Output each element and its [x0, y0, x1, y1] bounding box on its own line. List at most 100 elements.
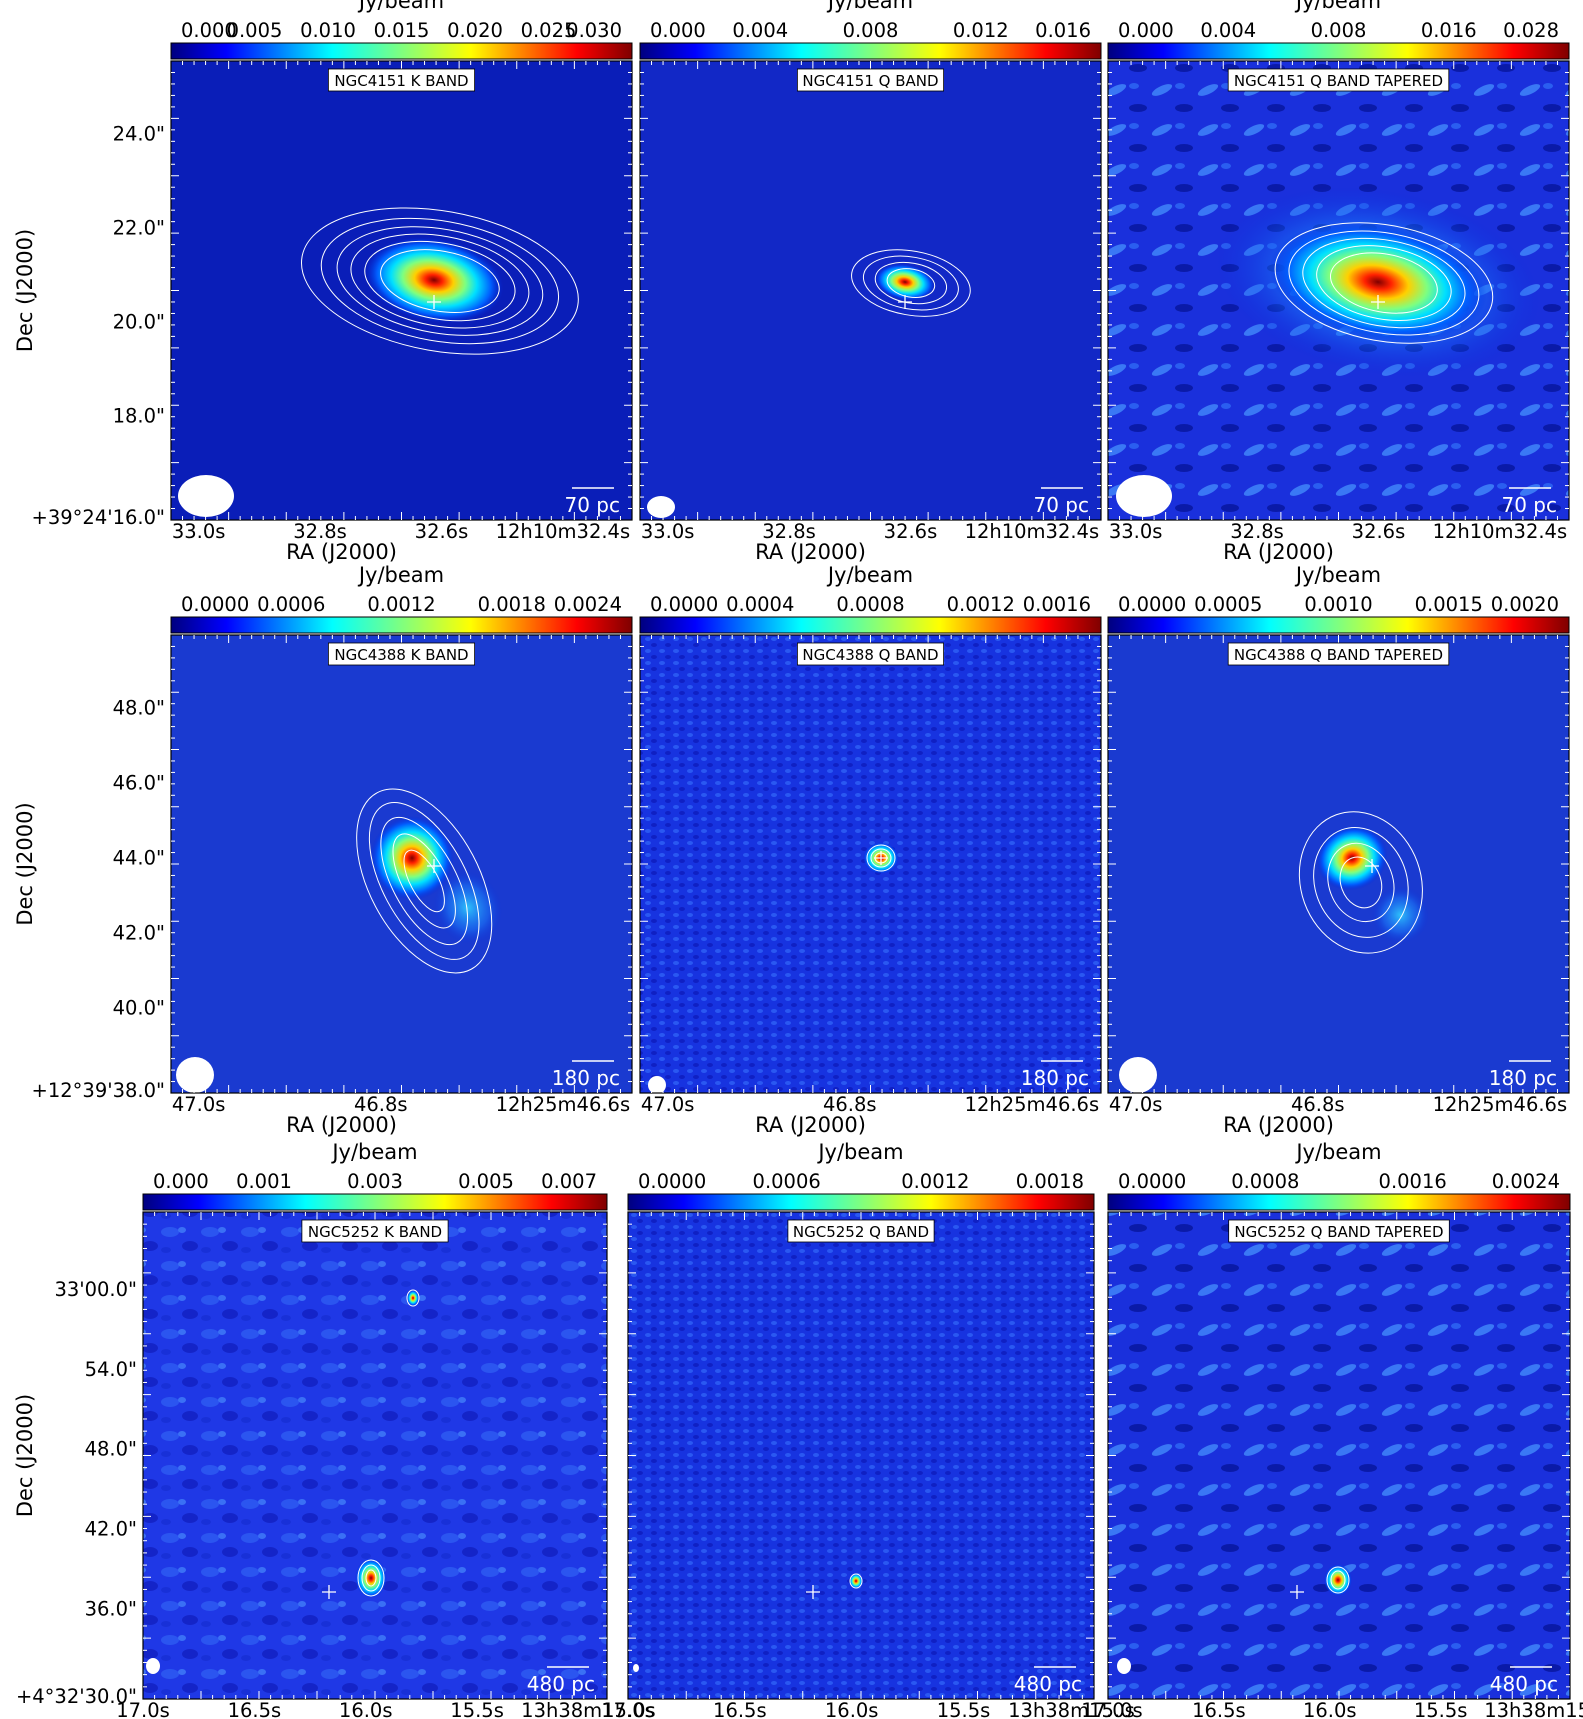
dec-tick-label: 42.0": [113, 922, 165, 945]
panel-label: NGC4151 Q BAND TAPERED: [1234, 72, 1443, 90]
panel-label: NGC4151 Q BAND: [802, 72, 938, 90]
contour-line: [406, 1289, 420, 1307]
ra-tick-label: 12h10m32.4s: [496, 520, 631, 543]
contour-line: [866, 844, 896, 872]
dec-tick-label: 24.0": [113, 122, 165, 145]
panel-label: NGC5252 Q BAND: [793, 1223, 929, 1241]
colorbar-tick-label: 0.000: [153, 1170, 209, 1193]
contour-line: [886, 268, 936, 298]
colorbar-tick-label: 0.0012: [947, 593, 1015, 616]
ra-tick-label: 47.0s: [641, 1093, 695, 1116]
colorbar-tick-label: 0.000: [650, 19, 706, 42]
contour-line: [874, 261, 948, 305]
ra-tick-label: 17.0s: [1081, 1699, 1135, 1719]
contour-line: [365, 1569, 377, 1587]
colorbar-tick-label: 0.0024: [1492, 1170, 1560, 1193]
reference-position-cross: [874, 851, 888, 865]
ra-tick-label: 32.8s: [1230, 520, 1284, 543]
ra-tick-label: 15.5s: [1414, 1699, 1468, 1719]
ra-tick-label: 33.0s: [641, 520, 695, 543]
colorbar-tick-label: 0.0000: [650, 593, 718, 616]
contour-line: [851, 249, 971, 317]
colorbar-tick-label: 0.004: [732, 19, 788, 42]
contour-line: [392, 833, 456, 929]
ra-tick-label: 12h10m32.4s: [1433, 520, 1568, 543]
ra-tick-label: 16.0s: [825, 1699, 879, 1719]
ra-tick-label: 12h10m32.4s: [965, 520, 1100, 543]
colorbar-tick-label: 0.0012: [901, 1170, 969, 1193]
dec-tick-label: 20.0": [113, 311, 165, 334]
image-map: 480 pc: [628, 1212, 1094, 1699]
ra-tick-label: 13h38m15.0s: [521, 1699, 656, 1719]
colorbar: [627, 1193, 1095, 1211]
source-emission: [849, 1573, 863, 1589]
colorbar-tick-label: 0.005: [458, 1170, 514, 1193]
ra-tick-label: 32.6s: [884, 520, 938, 543]
contour-line: [320, 217, 560, 345]
colorbar-tick-label: 0.028: [1503, 19, 1559, 42]
panel-label-box: [1227, 68, 1450, 92]
contour-line: [368, 802, 480, 960]
image-map: 180 pc: [1108, 635, 1569, 1093]
panel-label-box: [797, 68, 945, 92]
ra-tick-label: 17.0s: [116, 1699, 170, 1719]
contour-line: [301, 207, 579, 355]
panel-label: NGC4151 K BAND: [334, 72, 468, 90]
contour-line: [380, 249, 500, 313]
source-emission: [1269, 221, 1487, 343]
colorbar-title: Jy/beam: [816, 1140, 903, 1164]
dec-tick-label: 46.0": [113, 771, 165, 794]
background-emission: [640, 61, 1101, 520]
colorbar-tick-label: 0.025: [521, 19, 577, 42]
dec-tick-label: +12°39'38.0": [32, 1079, 165, 1102]
beam-ellipse: [176, 1057, 214, 1093]
dec-tick-label: 40.0": [113, 997, 165, 1020]
colorbar-tick-label: 0.0000: [1118, 1170, 1186, 1193]
ra-tick-label: 15.5s: [937, 1699, 991, 1719]
row-ngc4388: Dec (J2000) Jy/beam 0.0000 0.0006 0.0012 0.00…: [13, 563, 1570, 1137]
secondary-source: [407, 1290, 419, 1306]
ra-tick-label: 17.0s: [601, 1699, 655, 1719]
colorbar-tick-label: 0.0000: [181, 593, 249, 616]
colorbar-tick-label: 0.030: [566, 19, 622, 42]
contour-line: [1302, 237, 1466, 329]
colorbar-title: Jy/beam: [1294, 0, 1381, 13]
scalebar-label: 480 pc: [1490, 1672, 1558, 1696]
contour-line: [357, 1559, 385, 1597]
colorbar-tick-label: 0.008: [843, 19, 899, 42]
beam-ellipse: [647, 496, 675, 518]
colorbar-tick-label: 0.0018: [1016, 1170, 1084, 1193]
panel-ngc5252-k-band: Jy/beam 0.000 0.001 0.003 0.005 0.007 480 pc NG…: [16, 1140, 656, 1719]
dec-axis-label: Dec (J2000): [13, 802, 37, 925]
colorbar: [170, 42, 633, 60]
contour-line: [1329, 252, 1438, 314]
colorbar-tick-label: 0.015: [374, 19, 430, 42]
beam-ellipse: [178, 475, 234, 517]
contour-line: [1298, 811, 1423, 954]
image-map: 180 pc: [171, 635, 632, 1093]
source-emission: [1324, 1564, 1352, 1596]
colorbar-tick-label: 0.0024: [554, 593, 622, 616]
scalebar-label: 180 pc: [552, 1066, 620, 1090]
reference-position-cross: [806, 1585, 820, 1599]
secondary-emission: [1371, 886, 1430, 944]
colorbar-tick-label: 0.000: [181, 19, 237, 42]
colorbar-tick-label: 0.0006: [753, 1170, 821, 1193]
contour-line: [1326, 1566, 1350, 1594]
colorbar: [170, 616, 633, 634]
panel-ngc4151-q-band-tapered: Jy/beam 0.000 0.004 0.008 0.016 0.028 70 pc NGC…: [1107, 0, 1570, 564]
colorbar-title: Jy/beam: [1294, 1140, 1381, 1164]
source-emission: [355, 1558, 387, 1598]
panel-ngc4388-q-band-tapered: Jy/beam 0.0000 0.0005 0.0010 0.0015 0.0020 180…: [1107, 563, 1570, 1137]
background-emission: [143, 1212, 607, 1699]
panel-label-box: [327, 68, 475, 92]
ra-tick-label: 33.0s: [172, 520, 226, 543]
ra-tick-label: 32.6s: [415, 520, 469, 543]
ra-tick-label: 12h25m46.6s: [965, 1093, 1100, 1116]
ra-tick-label: 13h38m15.0s: [1008, 1699, 1143, 1719]
reference-position-cross: [427, 295, 441, 309]
ra-axis-label: RA (J2000): [286, 1113, 397, 1137]
ra-tick-label: 12h25m46.6s: [1433, 1093, 1568, 1116]
colorbar-tick-label: 0.000: [1118, 19, 1174, 42]
